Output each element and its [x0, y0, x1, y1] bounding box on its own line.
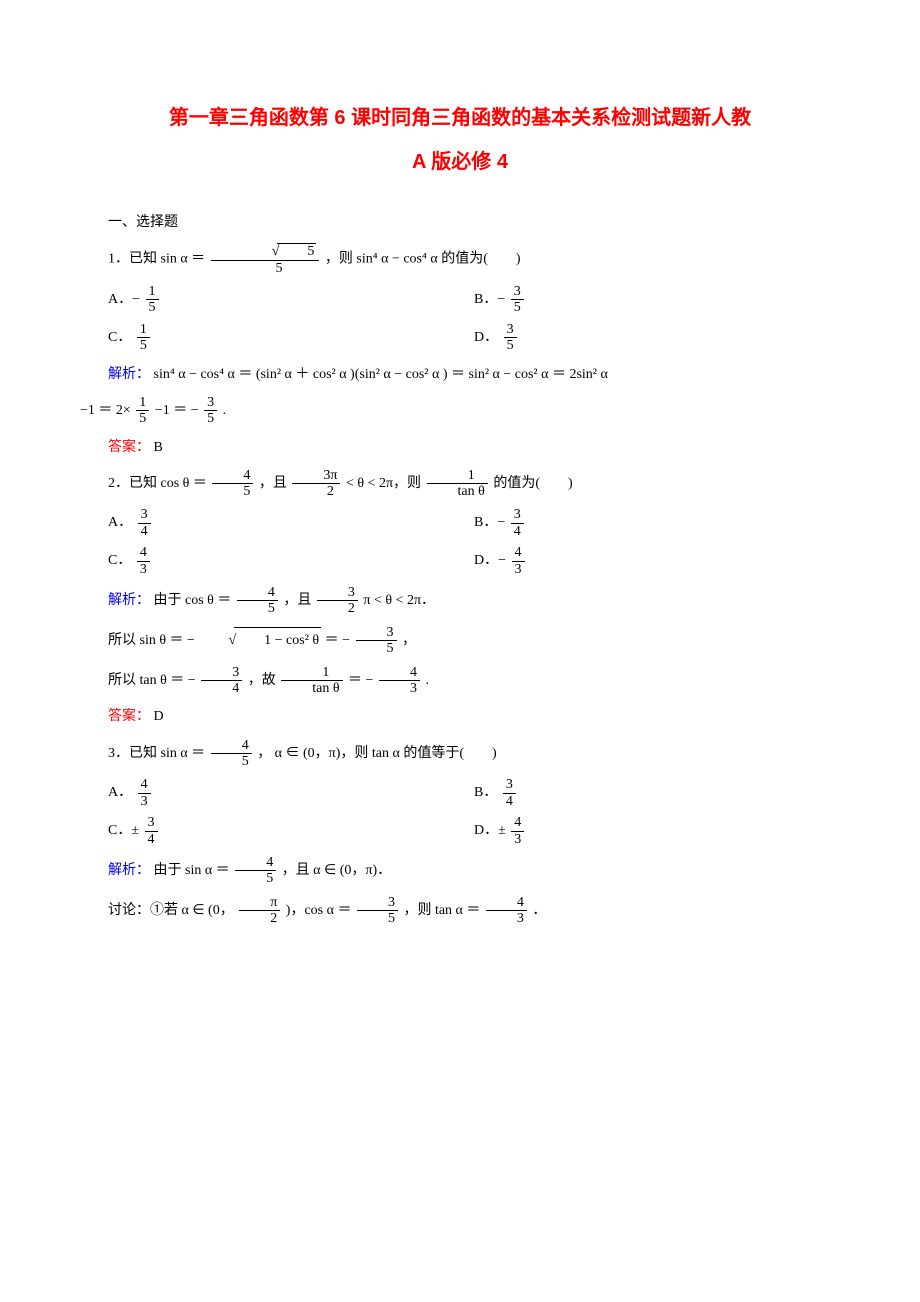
q3-optB: B． 34 — [474, 777, 840, 809]
sqrt-icon: 5 — [242, 243, 317, 259]
section-heading: 一、选择题 — [80, 210, 840, 235]
q2-optC: C． 43 — [108, 545, 474, 577]
q1-analysis-line1: 解析： sin⁴ α − cos⁴ α ＝ (sin² α ＋ cos² α )… — [80, 362, 840, 387]
q1-options-row1: A．− 15 B．− 35 — [80, 284, 840, 316]
analysis-label: 解析： — [108, 593, 150, 608]
q2-step3: 所以 tan θ ＝ − 34 ，故 1tan θ ＝ − 43 . — [80, 665, 840, 697]
q1-analysis-line2: −1 ＝ 2× 15 −1 ＝ − 35 . — [80, 395, 840, 427]
q1-optD: D． 35 — [474, 322, 840, 354]
q3-stem: 3．已知 sin α ＝ 45 ， α ∈ (0，π)，则 tan α 的值等于… — [80, 738, 840, 770]
q2-answer: 答案： D — [80, 704, 840, 729]
q1-options-row2: C． 15 D． 35 — [80, 322, 840, 354]
answer-label: 答案： — [108, 709, 150, 724]
page-title-line1: 第一章三角函数第 6 课时同角三角函数的基本关系检测试题新人教 — [80, 100, 840, 136]
q2-stem: 2．已知 cos θ ＝ 45 ，且 3π2 < θ < 2π，则 1tan θ… — [80, 468, 840, 500]
q2-optB: B．− 34 — [474, 507, 840, 539]
q3-options-row1: A． 43 B． 34 — [80, 777, 840, 809]
q1-optA: A．− 15 — [108, 284, 474, 316]
q3-optC: C．± 34 — [108, 815, 474, 847]
answer-label: 答案： — [108, 440, 150, 455]
q2-analysis: 解析： 由于 cos θ ＝ 45 ，且 32 π < θ < 2π． — [80, 585, 840, 617]
analysis-label: 解析： — [108, 367, 150, 382]
q1-optB: B．− 35 — [474, 284, 840, 316]
q1-stem-post: ，则 sin⁴ α − cos⁴ α 的值为( ) — [325, 252, 521, 267]
q1-stem-frac: 5 5 — [211, 243, 320, 276]
q1-answer: 答案： B — [80, 435, 840, 460]
q3-optD: D．± 43 — [474, 815, 840, 847]
q3-optA: A． 43 — [108, 777, 474, 809]
sqrt-icon: 1 − cos² θ — [198, 627, 321, 653]
q2-step2: 所以 sin θ ＝ − 1 − cos² θ ＝ − 35 ， — [80, 625, 840, 657]
q1-optC: C． 15 — [108, 322, 474, 354]
q3-discussion: 讨论：①若 α ∈ (0， π2 )，cos α ＝ 35 ，则 tan α ＝… — [80, 895, 840, 927]
q1-stem-pre: 1．已知 sin α ＝ — [108, 252, 205, 267]
q2-options-row1: A． 34 B．− 34 — [80, 507, 840, 539]
q2-options-row2: C． 43 D．− 43 — [80, 545, 840, 577]
q2-optA: A． 34 — [108, 507, 474, 539]
analysis-label: 解析： — [108, 863, 150, 878]
q2-optD: D．− 43 — [474, 545, 840, 577]
page-title-line2: A 版必修 4 — [80, 144, 840, 180]
q1-stem: 1．已知 sin α ＝ 5 5 ，则 sin⁴ α − cos⁴ α 的值为(… — [80, 243, 840, 276]
q3-options-row2: C．± 34 D．± 43 — [80, 815, 840, 847]
q3-analysis: 解析： 由于 sin α ＝ 45 ，且 α ∈ (0，π)． — [80, 855, 840, 887]
